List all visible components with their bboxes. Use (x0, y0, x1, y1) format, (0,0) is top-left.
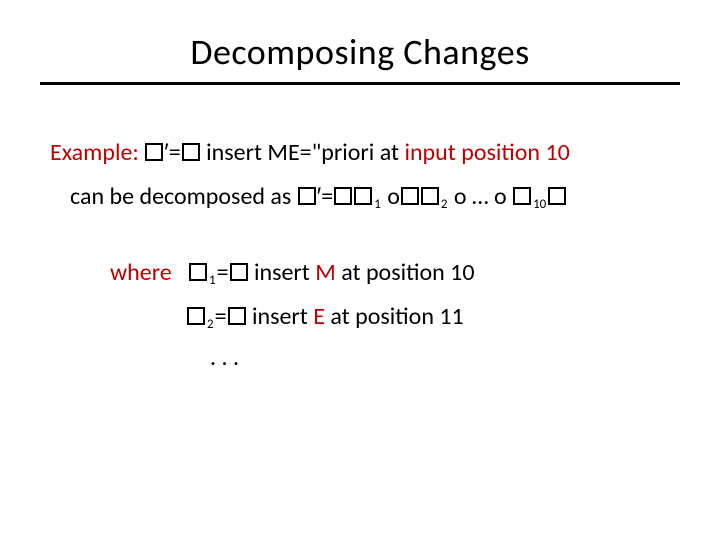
glyph-box (334, 187, 352, 205)
glyph-box (421, 187, 439, 205)
where-plain-2: insert (252, 302, 313, 331)
sub-10: 10 (533, 197, 546, 212)
example-line: Example: ′= insert ME="priori at input p… (50, 135, 680, 171)
decomp-lead: can be decomposed as (70, 182, 297, 211)
where-sym-1: = (217, 258, 229, 287)
op-compose: o (382, 182, 400, 211)
glyph-box (230, 263, 248, 281)
example-prefix-sym: ′= (164, 138, 180, 167)
sub-2: 2 (441, 197, 448, 212)
where-label: where (110, 258, 172, 287)
decomposition-line: can be decomposed as ′= 1 o 2 o … o 10 (70, 179, 680, 215)
decomp-prefix-sym: ′= (317, 182, 333, 211)
title-rule (40, 82, 680, 85)
where-line-2: 2= insert E at position 11 (186, 299, 680, 335)
where-hl-1: M (315, 258, 336, 287)
where-tail-1: at position 10 (336, 258, 475, 287)
where-sub-1: 1 (209, 273, 216, 288)
glyph-box (182, 143, 200, 161)
example-highlight: input position 10 (404, 138, 569, 167)
glyph-box (513, 187, 531, 205)
where-sym-2: = (215, 302, 227, 331)
where-sub-2: 2 (207, 317, 214, 332)
glyph-box (187, 307, 205, 325)
where-hl-2: E (313, 302, 325, 331)
example-text: insert ME="priori at (206, 138, 404, 167)
glyph-box (298, 187, 316, 205)
glyph-box (228, 307, 246, 325)
where-tail-2: at position 11 (325, 302, 464, 331)
where-dots: . . . (210, 343, 680, 372)
sub-1: 1 (374, 197, 381, 212)
glyph-box (145, 143, 163, 161)
slide: Decomposing Changes Example: ′= insert M… (0, 0, 720, 540)
where-line-1: where 1= insert M at position 10 (110, 255, 680, 291)
glyph-box (189, 263, 207, 281)
glyph-box (354, 187, 372, 205)
where-plain-1: insert (254, 258, 315, 287)
glyph-box (401, 187, 419, 205)
op-compose-ellipsis: o … o (448, 182, 512, 211)
example-label: Example: (50, 138, 139, 167)
slide-title: Decomposing Changes (40, 30, 680, 74)
glyph-box (548, 187, 566, 205)
